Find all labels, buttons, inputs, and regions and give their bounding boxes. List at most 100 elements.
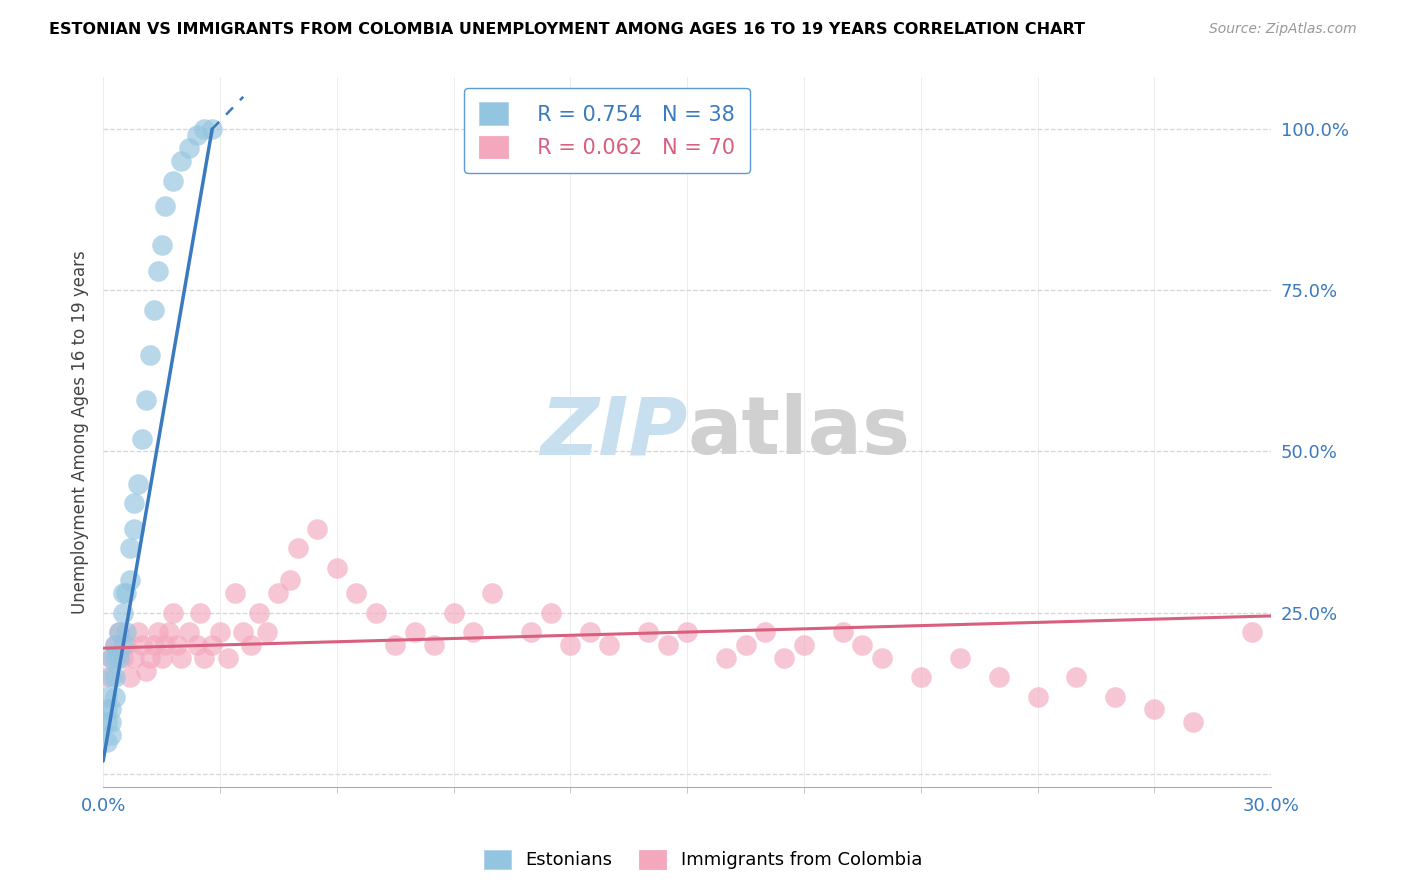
Point <box>520 625 543 640</box>
Point <box>146 625 169 640</box>
Point <box>104 638 127 652</box>
Point <box>190 606 212 620</box>
Point <box>598 638 620 652</box>
Point <box>104 638 127 652</box>
Point <box>831 625 853 640</box>
Point <box>139 651 162 665</box>
Point <box>127 625 149 640</box>
Point <box>115 586 138 600</box>
Y-axis label: Unemployment Among Ages 16 to 19 years: Unemployment Among Ages 16 to 19 years <box>72 251 89 614</box>
Point <box>96 734 118 748</box>
Point <box>131 638 153 652</box>
Point <box>247 606 270 620</box>
Point <box>256 625 278 640</box>
Point <box>120 670 142 684</box>
Point <box>201 122 224 136</box>
Text: ZIP: ZIP <box>540 393 688 471</box>
Point <box>162 606 184 620</box>
Point <box>104 670 127 684</box>
Point <box>107 625 129 640</box>
Point <box>364 606 387 620</box>
Point <box>166 638 188 652</box>
Point <box>115 638 138 652</box>
Point <box>100 651 122 665</box>
Point <box>1066 670 1088 684</box>
Point <box>162 173 184 187</box>
Point <box>111 651 134 665</box>
Point <box>146 264 169 278</box>
Point <box>910 670 932 684</box>
Point <box>104 690 127 704</box>
Point <box>111 586 134 600</box>
Point <box>150 651 173 665</box>
Point <box>193 122 215 136</box>
Point <box>851 638 873 652</box>
Point <box>100 715 122 730</box>
Point <box>100 651 122 665</box>
Point <box>157 625 180 640</box>
Point <box>240 638 263 652</box>
Point <box>100 728 122 742</box>
Point <box>127 476 149 491</box>
Point <box>637 625 659 640</box>
Point <box>155 199 177 213</box>
Point <box>170 154 193 169</box>
Point <box>1026 690 1049 704</box>
Point <box>177 625 200 640</box>
Point <box>461 625 484 640</box>
Point <box>307 522 329 536</box>
Point <box>170 651 193 665</box>
Point <box>949 651 972 665</box>
Point <box>96 715 118 730</box>
Point <box>139 348 162 362</box>
Point <box>104 651 127 665</box>
Point <box>1104 690 1126 704</box>
Point <box>384 638 406 652</box>
Point <box>443 606 465 620</box>
Point <box>987 670 1010 684</box>
Point <box>870 651 893 665</box>
Point <box>131 432 153 446</box>
Point <box>793 638 815 652</box>
Point <box>404 625 426 640</box>
Point <box>201 638 224 652</box>
Point <box>96 702 118 716</box>
Point <box>111 638 134 652</box>
Point <box>111 606 134 620</box>
Point <box>278 574 301 588</box>
Point <box>177 141 200 155</box>
Point <box>142 302 165 317</box>
Point <box>657 638 679 652</box>
Point <box>217 651 239 665</box>
Point <box>100 702 122 716</box>
Point <box>100 670 122 684</box>
Legend: Estonians, Immigrants from Colombia: Estonians, Immigrants from Colombia <box>475 840 931 879</box>
Point <box>423 638 446 652</box>
Point <box>1240 625 1263 640</box>
Point <box>96 690 118 704</box>
Point <box>120 541 142 556</box>
Point <box>773 651 796 665</box>
Point <box>124 522 146 536</box>
Point <box>714 651 737 665</box>
Point <box>578 625 600 640</box>
Point <box>120 574 142 588</box>
Point <box>150 238 173 252</box>
Point <box>208 625 231 640</box>
Legend:   R = 0.754   N = 38,   R = 0.062   N = 70: R = 0.754 N = 38, R = 0.062 N = 70 <box>464 87 749 173</box>
Point <box>734 638 756 652</box>
Point <box>115 625 138 640</box>
Point <box>560 638 582 652</box>
Text: atlas: atlas <box>688 393 910 471</box>
Point <box>186 128 208 143</box>
Point <box>224 586 246 600</box>
Point <box>287 541 309 556</box>
Point <box>540 606 562 620</box>
Point <box>232 625 254 640</box>
Point <box>754 625 776 640</box>
Point <box>135 392 157 407</box>
Point <box>676 625 699 640</box>
Point <box>325 560 347 574</box>
Point <box>142 638 165 652</box>
Point <box>124 651 146 665</box>
